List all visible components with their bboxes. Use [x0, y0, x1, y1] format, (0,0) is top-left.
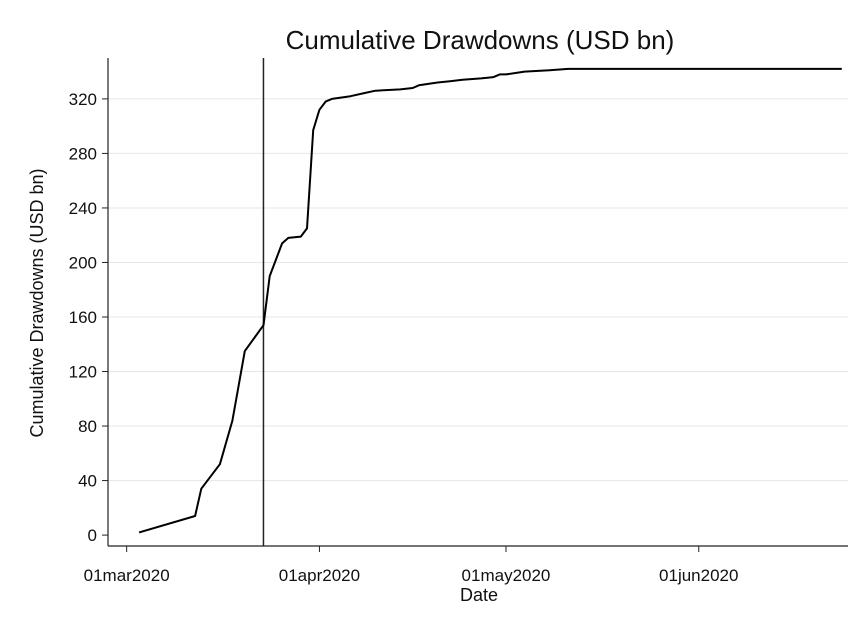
- y-tick-label: 320: [69, 90, 97, 109]
- x-tick-label: 01apr2020: [279, 566, 360, 585]
- y-tick-label: 280: [69, 144, 97, 163]
- y-tick-label: 120: [69, 363, 97, 382]
- y-axis-label: Cumulative Drawdowns (USD bn): [27, 168, 47, 437]
- series: [138, 67, 842, 534]
- x-axis-label: Date: [460, 585, 498, 605]
- axes: [107, 58, 848, 547]
- data-line: [138, 67, 842, 534]
- gridlines: [108, 98, 848, 482]
- x-axis-ticks: 01mar2020 01apr2020 01may2020 01jun2020: [84, 546, 738, 585]
- y-tick-label: 160: [69, 308, 97, 327]
- y-tick-label: 0: [88, 526, 97, 545]
- x-tick-label: 01jun2020: [659, 566, 738, 585]
- y-tick-label: 80: [78, 417, 97, 436]
- y-axis-ticks: 0 40 80 120 160 200 240 280 320: [69, 90, 108, 545]
- y-tick-label: 240: [69, 199, 97, 218]
- y-tick-label: 40: [78, 472, 97, 491]
- x-tick-label: 01may2020: [462, 566, 551, 585]
- y-tick-label: 200: [69, 253, 97, 272]
- x-tick-label: 01mar2020: [84, 566, 170, 585]
- chart-title: Cumulative Drawdowns (USD bn): [286, 25, 675, 55]
